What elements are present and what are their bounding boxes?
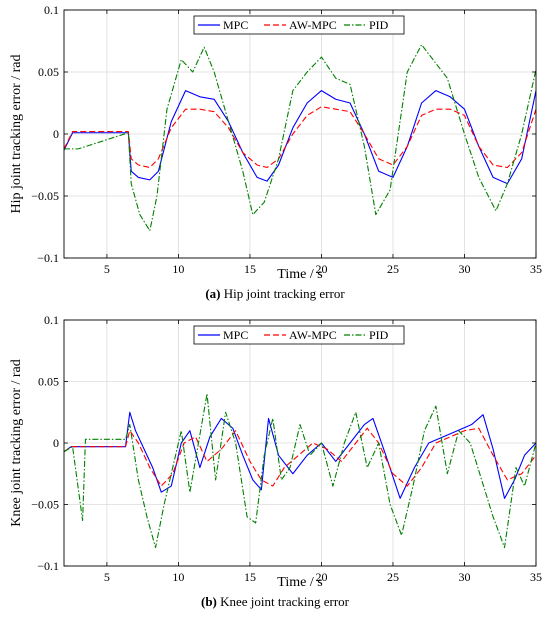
legend-box	[193, 325, 405, 345]
x-tick-label: 5	[104, 262, 110, 276]
x-axis-label: Time / s	[277, 575, 322, 590]
legend-label-mpc: MPC	[223, 328, 248, 342]
x-axis-label: Time / s	[277, 267, 322, 282]
y-tick-label: 0.05	[38, 65, 59, 79]
x-tick-label: 25	[387, 262, 399, 276]
series-line-pid	[64, 44, 536, 232]
caption-text: Knee joint tracking error	[217, 594, 350, 609]
x-tick-label: 10	[172, 570, 184, 584]
panel-hip-joint-tracking-error: 5 10 15 20 25 30 35 −0.1 −0.05 0 0.05 0.1 Time / s Hi…	[9, 3, 542, 301]
y-tick-label: 0	[53, 127, 59, 141]
legend-label-mpc: MPC	[223, 18, 248, 32]
series-line-aw-mpc	[64, 427, 536, 487]
x-tick-label: 15	[244, 570, 256, 584]
x-tick-label: 35	[530, 570, 542, 584]
x-tick-label: 20	[315, 262, 327, 276]
legend-box	[193, 15, 405, 35]
panel-knee-joint-tracking-error: 5 10 15 20 25 30 35 −0.1 −0.05 0 0.05 0.1 Time / s Kn…	[9, 313, 542, 609]
x-tick-label: 35	[530, 262, 542, 276]
x-tick-label: 30	[458, 570, 470, 584]
x-tick-label: 10	[172, 262, 184, 276]
legend-label-aw-mpc: AW-MPC	[289, 328, 337, 342]
caption-text: Hip joint tracking error	[220, 286, 345, 301]
legend-label-pid: PID	[369, 328, 389, 342]
y-tick-label: 0.1	[44, 313, 59, 327]
panel-caption: (b) Knee joint tracking error	[201, 594, 350, 609]
x-tick-label: 30	[458, 262, 470, 276]
series-line-pid	[64, 393, 536, 549]
y-tick-label: −0.1	[37, 559, 59, 573]
panel-caption: (a) Hip joint tracking error	[205, 286, 345, 301]
x-tick-label: 25	[387, 570, 399, 584]
y-tick-label: −0.1	[37, 251, 59, 265]
y-axis-label: Hip joint tracking error / rad	[9, 54, 24, 213]
x-tick-label: 5	[104, 570, 110, 584]
legend: MPC AW-MPC PID	[193, 325, 405, 345]
y-axis-label: Knee joint tracking error / rad	[9, 359, 24, 527]
x-tick-label: 15	[244, 262, 256, 276]
y-tick-label: −0.05	[31, 189, 59, 203]
caption-tag: (a)	[205, 286, 220, 301]
y-tick-label: 0.1	[44, 3, 59, 17]
series-lines	[64, 393, 536, 549]
series-line-mpc	[64, 90, 536, 185]
legend-label-pid: PID	[369, 18, 389, 32]
caption-tag: (b)	[201, 594, 217, 609]
legend-label-aw-mpc: AW-MPC	[289, 18, 337, 32]
series-line-aw-mpc	[64, 106, 536, 169]
y-tick-label: 0.05	[38, 375, 59, 389]
legend: MPC AW-MPC PID	[193, 15, 405, 35]
y-tick-label: 0	[53, 436, 59, 450]
y-tick-label: −0.05	[31, 498, 59, 512]
x-tick-label: 20	[315, 570, 327, 584]
series-lines	[64, 44, 536, 232]
